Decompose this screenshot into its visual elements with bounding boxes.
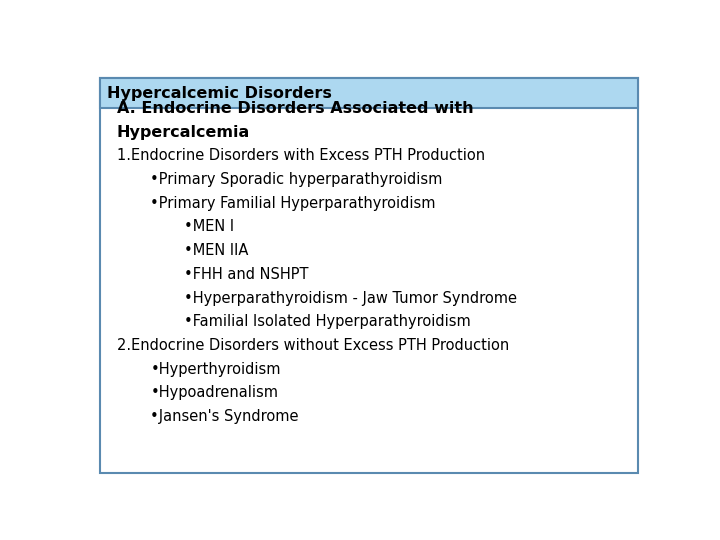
FancyBboxPatch shape	[100, 78, 638, 108]
Text: •Hyperparathyroidism - Jaw Tumor Syndrome: •Hyperparathyroidism - Jaw Tumor Syndrom…	[184, 291, 517, 306]
Text: •Hyperthyroidism: •Hyperthyroidism	[150, 362, 281, 377]
Text: A. Endocrine Disorders Associated with: A. Endocrine Disorders Associated with	[117, 101, 474, 116]
Text: •Primary Familial Hyperparathyroidism: •Primary Familial Hyperparathyroidism	[150, 196, 436, 211]
Text: Hypercalcemic Disorders: Hypercalcemic Disorders	[107, 85, 332, 100]
Text: Hypercalcemia: Hypercalcemia	[117, 125, 250, 140]
Text: •FHH and NSHPT: •FHH and NSHPT	[184, 267, 308, 282]
Text: •MEN IIA: •MEN IIA	[184, 243, 248, 258]
Text: •MEN I: •MEN I	[184, 219, 234, 234]
Text: 1.Endocrine Disorders with Excess PTH Production: 1.Endocrine Disorders with Excess PTH Pr…	[117, 148, 485, 164]
Text: •Hypoadrenalism: •Hypoadrenalism	[150, 386, 278, 400]
FancyBboxPatch shape	[100, 78, 638, 473]
Text: 2.Endocrine Disorders without Excess PTH Production: 2.Endocrine Disorders without Excess PTH…	[117, 338, 509, 353]
Text: •Familial Isolated Hyperparathyroidism: •Familial Isolated Hyperparathyroidism	[184, 314, 470, 329]
Text: •Jansen's Syndrome: •Jansen's Syndrome	[150, 409, 299, 424]
Text: •Primary Sporadic hyperparathyroidism: •Primary Sporadic hyperparathyroidism	[150, 172, 443, 187]
